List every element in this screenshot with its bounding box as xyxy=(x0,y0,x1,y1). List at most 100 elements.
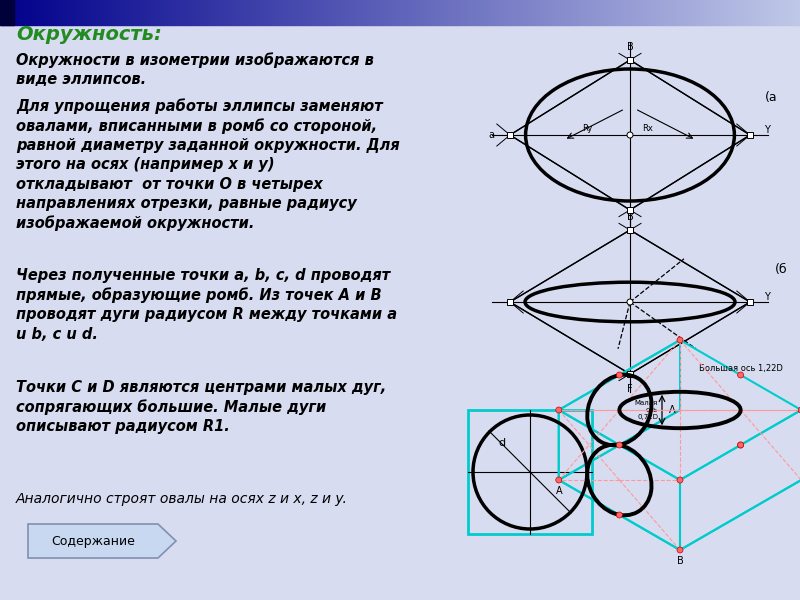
Bar xyxy=(458,0,462,25)
Bar xyxy=(320,0,322,25)
Bar xyxy=(366,0,368,25)
Text: Y: Y xyxy=(764,125,770,135)
Bar xyxy=(542,0,544,25)
Bar xyxy=(426,0,430,25)
Bar xyxy=(6,0,8,25)
Text: Для упрощения работы эллипсы заменяют
овалами, вписанными в ромб со стороной,
ра: Для упрощения работы эллипсы заменяют ов… xyxy=(16,98,400,231)
Text: A: A xyxy=(555,486,562,496)
Bar xyxy=(26,0,30,25)
Bar xyxy=(278,0,280,25)
Text: A: A xyxy=(670,405,676,415)
Bar xyxy=(138,0,142,25)
Bar xyxy=(714,0,718,25)
Bar xyxy=(538,0,542,25)
Bar xyxy=(2,0,6,25)
Bar xyxy=(8,0,10,25)
Bar xyxy=(552,0,554,25)
Bar xyxy=(128,0,130,25)
Bar xyxy=(450,0,454,25)
Bar xyxy=(42,0,46,25)
Bar xyxy=(626,0,630,25)
Bar xyxy=(430,0,432,25)
Bar xyxy=(374,0,376,25)
Bar xyxy=(354,0,358,25)
Bar xyxy=(118,0,120,25)
Bar xyxy=(710,0,712,25)
Bar xyxy=(72,0,74,25)
Bar xyxy=(330,0,334,25)
Bar xyxy=(627,207,633,213)
Bar xyxy=(642,0,646,25)
Bar xyxy=(304,0,306,25)
Bar xyxy=(142,0,144,25)
Bar xyxy=(310,0,312,25)
Bar xyxy=(226,0,230,25)
Bar xyxy=(16,0,18,25)
Bar xyxy=(594,0,598,25)
Ellipse shape xyxy=(556,477,562,483)
Text: F: F xyxy=(627,212,633,222)
Bar xyxy=(104,0,106,25)
Bar xyxy=(318,0,320,25)
Bar xyxy=(614,0,616,25)
Bar xyxy=(302,0,304,25)
Bar xyxy=(770,0,774,25)
Bar xyxy=(114,0,118,25)
Bar xyxy=(120,0,122,25)
Bar xyxy=(350,0,352,25)
Bar xyxy=(534,0,536,25)
Bar xyxy=(406,0,408,25)
Bar xyxy=(422,0,424,25)
Bar xyxy=(14,0,16,25)
Text: Большая ось 1,22D: Большая ось 1,22D xyxy=(698,364,782,373)
Bar xyxy=(734,0,736,25)
Bar xyxy=(586,0,590,25)
Bar xyxy=(762,0,766,25)
Bar xyxy=(222,0,224,25)
Bar xyxy=(392,0,394,25)
Bar xyxy=(794,0,798,25)
Bar xyxy=(170,0,174,25)
Bar xyxy=(627,371,633,377)
Bar xyxy=(602,0,606,25)
Bar xyxy=(360,0,362,25)
Bar xyxy=(98,0,102,25)
Bar xyxy=(680,0,682,25)
Bar xyxy=(378,0,382,25)
Bar xyxy=(784,0,786,25)
Bar xyxy=(482,0,486,25)
Bar xyxy=(686,0,688,25)
Bar xyxy=(334,0,336,25)
Bar xyxy=(730,0,734,25)
Bar xyxy=(96,0,98,25)
Bar xyxy=(782,0,784,25)
Bar xyxy=(264,0,266,25)
Ellipse shape xyxy=(616,512,622,518)
Bar xyxy=(638,0,640,25)
Bar xyxy=(398,0,400,25)
Bar xyxy=(402,0,406,25)
Bar xyxy=(546,0,550,25)
Bar xyxy=(606,0,608,25)
Bar xyxy=(290,0,294,25)
Bar xyxy=(258,0,262,25)
Bar xyxy=(280,0,282,25)
Bar xyxy=(736,0,738,25)
Text: F: F xyxy=(627,384,633,394)
Bar xyxy=(256,0,258,25)
Bar xyxy=(554,0,558,25)
Bar xyxy=(376,0,378,25)
Text: Ry: Ry xyxy=(582,124,592,133)
Bar xyxy=(598,0,600,25)
Bar xyxy=(190,0,192,25)
Bar xyxy=(726,0,728,25)
Bar xyxy=(550,0,552,25)
Bar xyxy=(507,299,513,305)
Bar xyxy=(746,0,750,25)
Bar xyxy=(738,0,742,25)
Bar xyxy=(86,0,88,25)
Bar xyxy=(214,0,216,25)
Bar xyxy=(88,0,90,25)
Bar xyxy=(230,0,232,25)
Bar xyxy=(274,0,278,25)
